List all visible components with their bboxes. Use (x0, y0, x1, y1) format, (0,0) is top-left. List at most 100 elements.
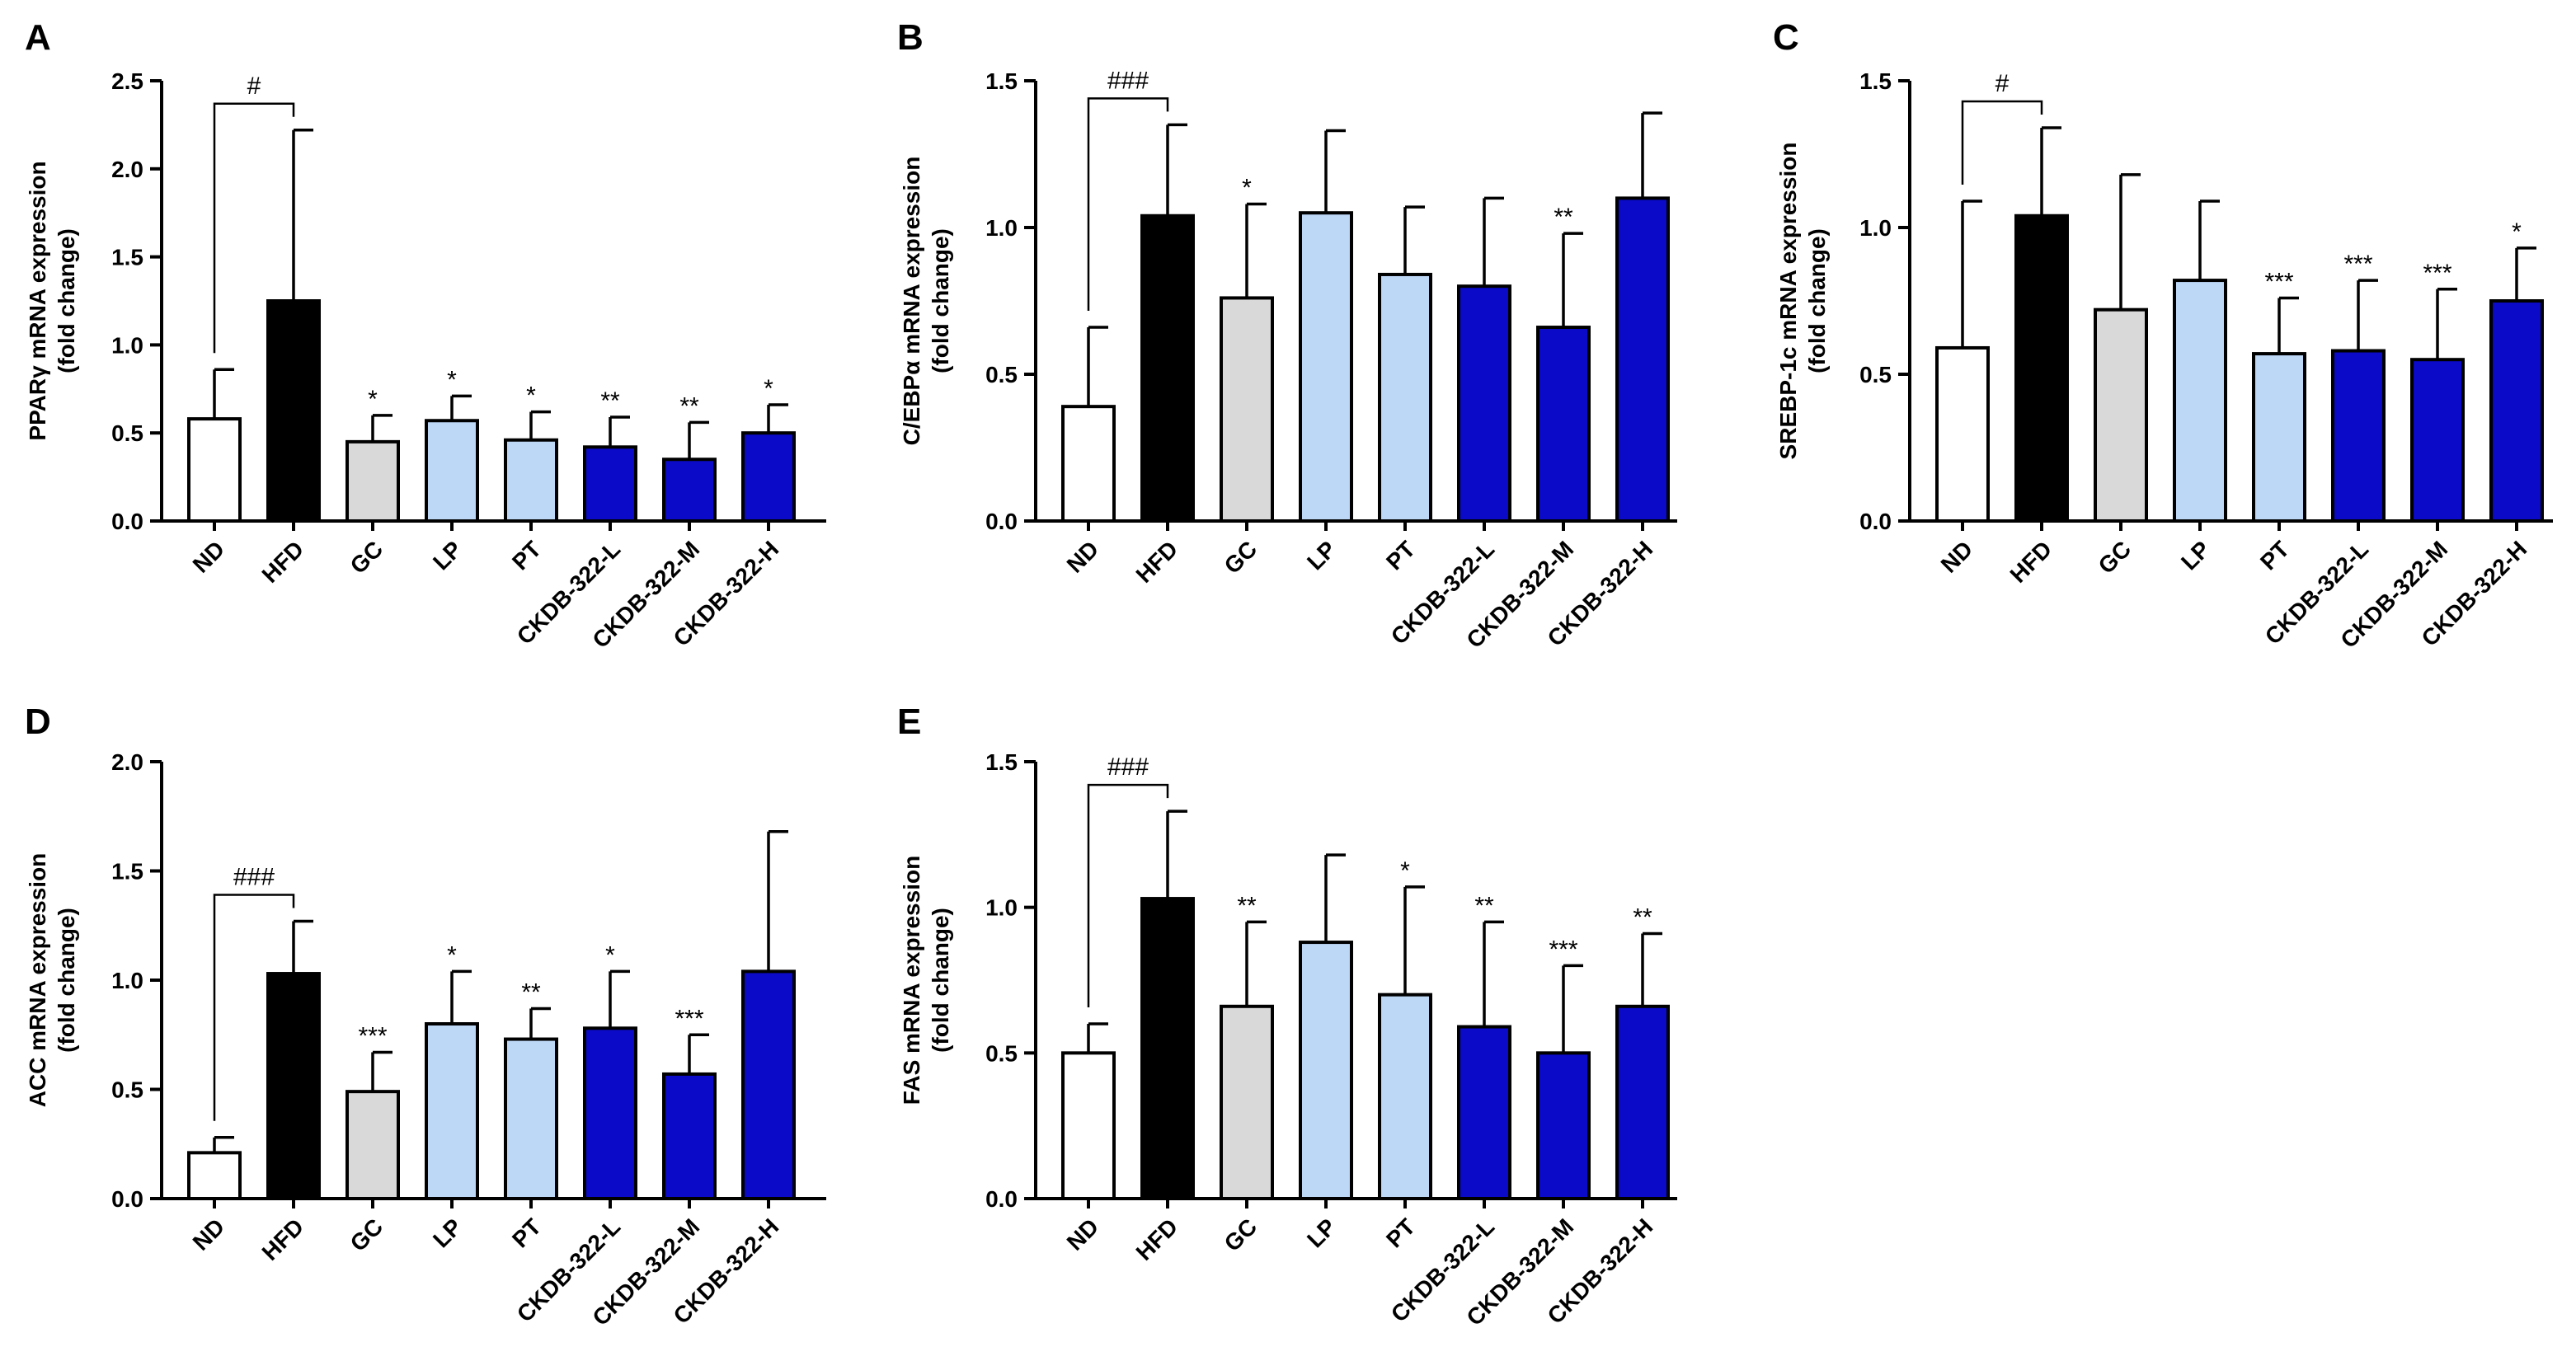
bar-lp (425, 1022, 479, 1200)
x-tick-label: PT (1381, 1213, 1420, 1252)
significance-mark: *** (675, 1005, 703, 1032)
significance-bracket (213, 102, 295, 354)
x-tick-label: PT (2255, 536, 2294, 575)
significance-mark: ** (1633, 903, 1652, 931)
significance-mark: * (447, 366, 457, 393)
bar-gc (1220, 296, 1274, 523)
bar-ckdb-322-h (1615, 196, 1670, 523)
significance-mark: *** (358, 1022, 387, 1049)
panel-letter: B (897, 17, 924, 58)
bar-hfd (2014, 214, 2069, 523)
y-tick-label: 2.0 (111, 157, 143, 182)
x-tick-label: LP (1302, 536, 1341, 575)
bar-lp (2173, 279, 2227, 523)
significance-mark: * (764, 375, 773, 402)
y-axis-subtitle: (fold change) (928, 228, 953, 373)
significance-mark: * (526, 382, 536, 410)
bracket-label: ### (1107, 67, 1149, 94)
bar-gc (2094, 307, 2148, 523)
x-tick-label: GC (1220, 536, 1262, 579)
x-tick-label: LP (2176, 536, 2215, 575)
bar-ckdb-322-h (2489, 299, 2544, 523)
x-tick-label: LP (428, 536, 467, 575)
y-tick-label: 1.5 (985, 749, 1018, 775)
x-tick-label: ND (1062, 1213, 1104, 1255)
y-axis-title: C/EBPα mRNA expression (899, 157, 924, 446)
bar-nd (187, 1151, 242, 1200)
y-tick-label: 1.0 (1859, 215, 1892, 241)
x-tick-label: LP (428, 1213, 467, 1252)
significance-mark: * (605, 941, 615, 969)
bar-nd (1061, 405, 1116, 523)
bar-pt (504, 438, 558, 523)
panel-letter: A (25, 17, 51, 58)
bar-pt (1378, 272, 1432, 523)
x-tick-label: GC (346, 1213, 388, 1256)
bar-ckdb-322-h (741, 431, 796, 523)
bar-hfd (266, 299, 321, 523)
bar-nd (187, 417, 242, 523)
bar-ckdb-322-l (1457, 1025, 1511, 1200)
bar-hfd (1140, 214, 1195, 523)
y-tick-label: 1.0 (985, 215, 1018, 241)
bar-pt (1378, 993, 1432, 1200)
y-tick-label: 0.0 (985, 1186, 1018, 1212)
y-tick-label: 1.0 (111, 332, 143, 358)
x-tick-label: PT (507, 536, 546, 575)
bar-nd (1061, 1051, 1116, 1201)
x-tick-label: PT (1381, 536, 1420, 575)
x-tick-label: ND (1062, 536, 1104, 578)
bar-ckdb-322-l (583, 1026, 637, 1201)
y-tick-label: 0.5 (985, 362, 1018, 387)
y-tick-label: 2.5 (111, 68, 143, 94)
bar-gc (1220, 1004, 1274, 1201)
significance-mark: *** (2264, 268, 2293, 295)
x-tick-label: ND (188, 1213, 230, 1255)
y-tick-label: 0.0 (111, 509, 143, 534)
y-axis-title: FAS mRNA expression (899, 856, 924, 1105)
bar-lp (1299, 941, 1353, 1200)
bar-lp (425, 419, 479, 523)
significance-bracket (1087, 97, 1169, 312)
panel-b: B C/EBPα mRNA expression (fold change) 0.0 0… (897, 17, 1677, 653)
bar-ckdb-322-l (2331, 349, 2386, 523)
x-tick-label: HFD (1131, 536, 1183, 588)
panel-letter: C (1773, 17, 1799, 58)
significance-mark: *** (2423, 260, 2451, 287)
panel-letter: D (25, 702, 51, 742)
bar-ckdb-322-m (662, 1072, 717, 1200)
significance-mark: * (447, 941, 457, 969)
y-tick-label: 1.5 (111, 859, 143, 885)
y-tick-label: 0.5 (111, 420, 143, 446)
y-tick-label: 0.5 (111, 1077, 143, 1103)
x-tick-label: HFD (1131, 1213, 1183, 1265)
bar-ckdb-322-m (2410, 358, 2465, 523)
bar-pt (2252, 352, 2306, 523)
bar-ckdb-322-m (1536, 1051, 1591, 1201)
significance-mark: * (368, 386, 378, 413)
x-tick-label: PT (507, 1213, 546, 1252)
significance-mark: * (1400, 857, 1410, 885)
bar-ckdb-322-l (583, 445, 637, 523)
y-tick-label: 1.5 (1859, 68, 1892, 94)
x-tick-label: HFD (2005, 536, 2057, 588)
significance-mark: ** (1554, 204, 1573, 231)
y-axis-title: SREBP-1c mRNA expression (1775, 143, 1801, 460)
bar-ckdb-322-h (741, 969, 796, 1201)
bracket-label: # (247, 73, 261, 100)
y-axis-subtitle: (fold change) (54, 908, 79, 1053)
bar-hfd (1140, 897, 1195, 1200)
significance-mark: ** (600, 387, 620, 415)
significance-bracket (1961, 100, 2043, 185)
y-tick-label: 0.5 (985, 1040, 1018, 1066)
bracket-label: # (1995, 70, 2010, 97)
bar-hfd (266, 972, 321, 1201)
bar-gc (346, 1090, 400, 1201)
x-tick-label: HFD (257, 536, 309, 588)
y-axis-subtitle: (fold change) (928, 908, 953, 1053)
y-tick-label: 0.0 (985, 509, 1018, 534)
bracket-label: ### (1107, 753, 1149, 781)
significance-bracket (213, 894, 295, 1121)
y-tick-label: 2.0 (111, 749, 143, 775)
